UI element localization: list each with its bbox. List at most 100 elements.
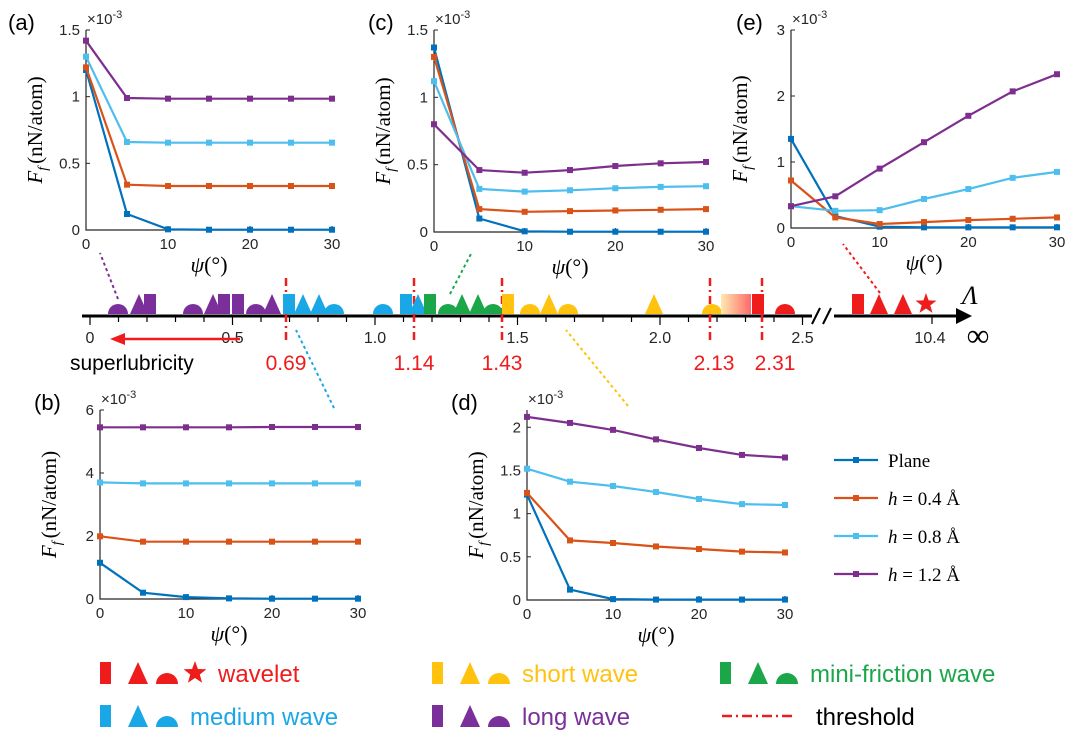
axis-frame <box>99 410 358 600</box>
y-tick-label: 1 <box>513 506 521 523</box>
data-point <box>140 480 146 487</box>
data-point <box>288 226 294 233</box>
triangle-marker <box>540 294 558 314</box>
legend-semicircle-icon <box>488 673 510 684</box>
data-point <box>921 224 927 231</box>
semicircle-marker <box>558 304 578 314</box>
y-tick-label: 2 <box>513 419 521 436</box>
rect-marker <box>502 294 514 314</box>
data-point <box>355 480 361 487</box>
panel-label: (a) <box>8 10 35 35</box>
data-point <box>782 549 788 556</box>
axis-tick-label: 1.5 <box>506 330 528 347</box>
legend-marker <box>853 571 859 577</box>
data-point <box>610 596 616 603</box>
x-tick-label: 10 <box>160 236 177 253</box>
axis-tick-label: 10.4 <box>914 330 945 347</box>
data-point <box>657 206 664 213</box>
data-point <box>312 538 318 545</box>
data-point <box>183 538 189 545</box>
data-point <box>269 538 275 545</box>
x-tick-label: 10 <box>178 605 195 622</box>
legend-marker <box>853 533 859 539</box>
rect-marker <box>752 294 764 314</box>
data-point <box>1009 174 1016 181</box>
data-point <box>657 183 664 190</box>
data-point <box>521 188 528 195</box>
data-point <box>206 139 212 146</box>
legend-triangle-icon <box>748 662 768 684</box>
semicircle-marker <box>438 304 458 314</box>
panel-label: (c) <box>368 10 394 35</box>
data-point <box>288 183 294 189</box>
legend-label: h = 0.8 Å <box>888 527 960 548</box>
y-tick-label: 0 <box>777 220 785 237</box>
x-tick-label: 0 <box>430 238 438 255</box>
semicircle-marker <box>373 304 393 314</box>
data-point <box>269 424 275 431</box>
data-point <box>521 228 528 235</box>
y-tick-label: 2 <box>777 88 785 105</box>
data-point <box>567 586 573 593</box>
y-tick-label: 1 <box>777 154 785 171</box>
x-tick-label: 20 <box>960 234 977 251</box>
series-line-2 <box>432 80 707 193</box>
legend-semicircle-icon <box>488 716 510 727</box>
semicircle-marker <box>520 304 540 314</box>
panel-label: (e) <box>736 10 763 35</box>
data-point <box>247 95 253 102</box>
axis-arrowhead <box>956 308 972 324</box>
legend-marker <box>853 457 859 463</box>
data-point <box>567 537 573 544</box>
lambda-number-line: 0 0.5 1.0 1.5 2.0 2.5 10.4Λ∞superlubricity 0.69… <box>70 278 989 375</box>
data-point <box>703 183 709 190</box>
data-point <box>696 546 702 553</box>
data-point <box>431 121 437 128</box>
connector-line <box>565 329 629 407</box>
connector-line <box>99 252 119 300</box>
data-point <box>782 596 788 603</box>
data-point <box>612 185 619 192</box>
y-axis-label: Ff(nN/atom) <box>728 75 756 183</box>
x-axis-label: ψ(°) <box>190 252 227 277</box>
legend-triangle-icon <box>460 662 480 684</box>
threshold-value: 0.69 <box>266 352 307 375</box>
data-point <box>782 454 788 461</box>
data-point <box>476 206 483 213</box>
triangle-marker <box>894 294 912 314</box>
data-point <box>1009 88 1016 95</box>
data-point <box>247 183 253 189</box>
data-point <box>921 139 927 146</box>
data-point <box>612 163 619 170</box>
rect-marker <box>852 294 864 314</box>
data-point <box>97 424 103 431</box>
x-tick-label: 30 <box>1049 234 1066 251</box>
legend-semicircle-icon <box>776 673 798 684</box>
data-point <box>524 489 530 496</box>
threshold-value: 1.14 <box>394 352 435 375</box>
data-point <box>183 424 189 431</box>
x-tick-label: 0 <box>523 606 531 623</box>
rect-marker <box>400 294 412 314</box>
y-tick-label: 0.5 <box>500 549 521 566</box>
connector-line <box>842 243 881 294</box>
data-point <box>312 424 318 431</box>
data-point <box>247 226 253 233</box>
y-tick-label: 1 <box>420 89 428 106</box>
legend-rect-icon <box>100 662 111 684</box>
data-point <box>567 167 573 174</box>
data-point <box>524 413 530 420</box>
data-point <box>1054 224 1060 231</box>
x-tick-label: 0 <box>787 234 795 251</box>
data-point <box>965 224 972 231</box>
data-point <box>965 186 972 193</box>
panel-e: (e) ×10-3 0 10 20 30 0 1 2 3 ψ(°) Ff(nN/atom) <box>728 9 1065 275</box>
rect-marker <box>218 294 230 314</box>
data-point <box>140 538 146 545</box>
data-point <box>329 95 335 102</box>
data-point <box>610 540 616 546</box>
data-point <box>610 483 616 489</box>
exponent-label: ×10-3 <box>528 389 563 408</box>
data-point <box>696 596 702 603</box>
data-point <box>312 595 318 602</box>
